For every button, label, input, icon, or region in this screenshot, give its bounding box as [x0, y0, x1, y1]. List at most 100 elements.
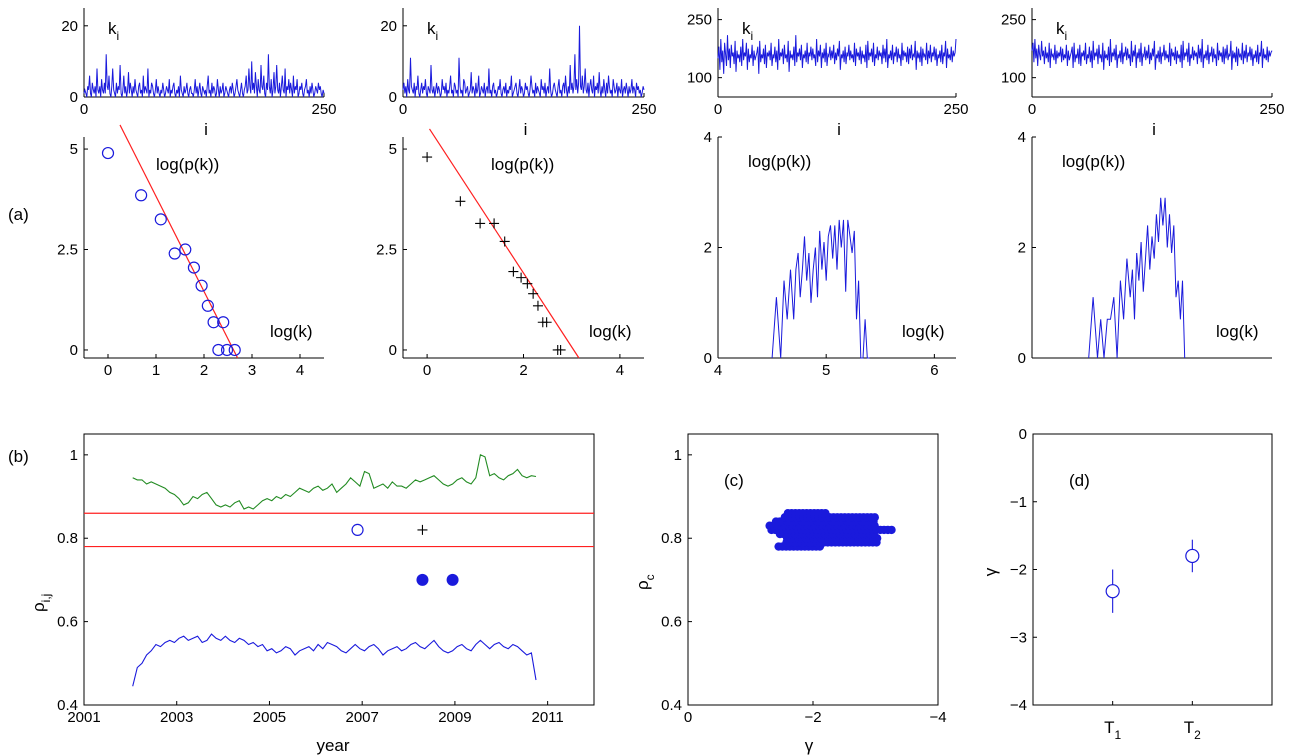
data-point	[532, 300, 543, 311]
x-tick-label: 2007	[345, 709, 378, 726]
y-tick-label: 1	[70, 447, 78, 464]
x-tick-label: 5	[822, 362, 830, 379]
y-tick-label: 0	[704, 350, 712, 367]
marker-dot	[416, 573, 429, 586]
panel-c-scatter: 0 −2 −4 0.4 0.6 0.8 1 (c) γ ρc	[633, 433, 947, 755]
x-axis-label: log(k)	[902, 322, 945, 341]
y-tick-label: 100	[1001, 70, 1026, 87]
x-tick-label: 2011	[532, 709, 564, 726]
x-tick-label: 2001	[67, 709, 100, 726]
x-axis-label: i	[837, 120, 841, 139]
data-point	[228, 343, 241, 357]
panel-label-d: (d)	[1069, 471, 1090, 490]
y-tick-label: −1	[1010, 494, 1027, 511]
data-point	[207, 316, 220, 329]
x-tick-label: 250	[1259, 101, 1284, 118]
x-tick-label: 2	[200, 362, 208, 379]
x-tick-label: T2	[1184, 718, 1201, 742]
x-tick-label: 4	[714, 362, 722, 379]
data-point	[870, 513, 879, 522]
x-tick-label: 0	[714, 101, 722, 118]
panel-a-degree-series-4: 0 250 100 250 ki i	[1001, 8, 1285, 139]
y-tick-label: −3	[1010, 629, 1027, 646]
y-tick-label: 0	[389, 89, 397, 106]
panel-a-degree-series-3: 0 250 100 250 ki i	[687, 8, 969, 139]
data-point	[887, 525, 896, 535]
data-point	[489, 218, 500, 229]
y-tick-label: 5	[389, 141, 397, 158]
data-point	[475, 218, 486, 229]
y-tick-label: 4	[1018, 129, 1026, 146]
x-axis-label: log(k)	[270, 322, 313, 341]
data-point	[455, 196, 466, 207]
y-tick-label: 4	[704, 129, 712, 146]
panel-a-degree-series-1: 0 250 0 20 ki i	[61, 8, 337, 139]
y-tick-label: 0	[70, 342, 78, 359]
marker-circle	[351, 523, 364, 536]
data-point	[499, 236, 510, 247]
panel-label-a: (a)	[8, 205, 29, 224]
data-point	[541, 317, 552, 328]
x-tick-label: 2003	[160, 709, 193, 726]
data-point	[422, 152, 433, 163]
y-tick-label: 0.6	[57, 614, 78, 631]
x-tick-label: 250	[631, 101, 656, 118]
x-axis-label: γ	[805, 736, 814, 755]
blue-series-line	[132, 633, 537, 687]
ki-label: ki	[742, 19, 753, 43]
distribution-line	[771, 219, 870, 359]
degree-series-line	[83, 54, 325, 98]
y-tick-label: 100	[687, 70, 712, 87]
data-point	[101, 146, 115, 160]
y-tick-label: 0.4	[57, 697, 78, 714]
data-point	[154, 213, 167, 226]
data-point	[220, 343, 234, 357]
y-tick-label: 2.5	[57, 242, 78, 259]
x-tick-label: 250	[943, 101, 968, 118]
x-tick-label: 2	[519, 362, 527, 379]
y-axis-label: log(p(k))	[1062, 152, 1125, 171]
x-tick-label: 1	[152, 362, 160, 379]
y-tick-label: 0.8	[57, 530, 78, 547]
degree-series-line	[717, 35, 957, 74]
y-tick-label: 0	[70, 89, 78, 106]
y-axis-label: ρc	[633, 574, 657, 590]
panel-label-c: (c)	[724, 471, 744, 490]
x-tick-label: 0	[684, 709, 692, 726]
x-axis-label: year	[316, 736, 349, 755]
x-axis-label: log(k)	[589, 322, 632, 341]
y-tick-label: 0	[389, 342, 397, 359]
data-point	[201, 299, 214, 312]
panel-a-distribution-4: 0 2 4 log(p(k)) log(k)	[1018, 129, 1272, 367]
data-point	[135, 189, 148, 202]
green-series-line	[132, 454, 537, 510]
x-tick-label: 4	[616, 362, 624, 379]
data-point	[516, 272, 527, 283]
y-tick-label: 2	[704, 240, 712, 257]
x-tick-label: 4	[296, 362, 304, 379]
data-point	[1185, 548, 1200, 564]
y-axis-label: γ	[981, 567, 1000, 576]
y-tick-label: 0	[1019, 426, 1027, 443]
y-axis-label: log(p(k))	[156, 155, 219, 174]
x-tick-label: 0	[423, 362, 431, 379]
marker-dot	[446, 573, 459, 586]
x-tick-label: −2	[804, 709, 821, 726]
x-tick-label: 250	[311, 101, 336, 118]
y-tick-label: 2.5	[376, 242, 397, 259]
y-tick-label: 0.8	[661, 530, 682, 547]
x-tick-label: 0	[80, 101, 88, 118]
x-tick-label: T1	[1104, 718, 1121, 742]
ki-label: ki	[427, 19, 438, 43]
x-tick-label: 0	[1028, 101, 1036, 118]
panel-d-gamma-chart: −4 −3 −2 −1 0 T1 T2 (d) γ	[981, 426, 1273, 742]
data-point	[508, 266, 519, 277]
x-tick-label: 2009	[438, 709, 471, 726]
data-point	[1105, 584, 1120, 599]
y-tick-label: −2	[1010, 562, 1027, 579]
y-axis-label: ρi,j	[29, 594, 53, 612]
data-point	[187, 261, 201, 274]
ki-label: ki	[108, 19, 119, 43]
panel-b-correlation-chart: 2001 2003 2005 2007 2009 2011 0.4 0.6 0.8 1 year ρi…	[29, 433, 595, 755]
